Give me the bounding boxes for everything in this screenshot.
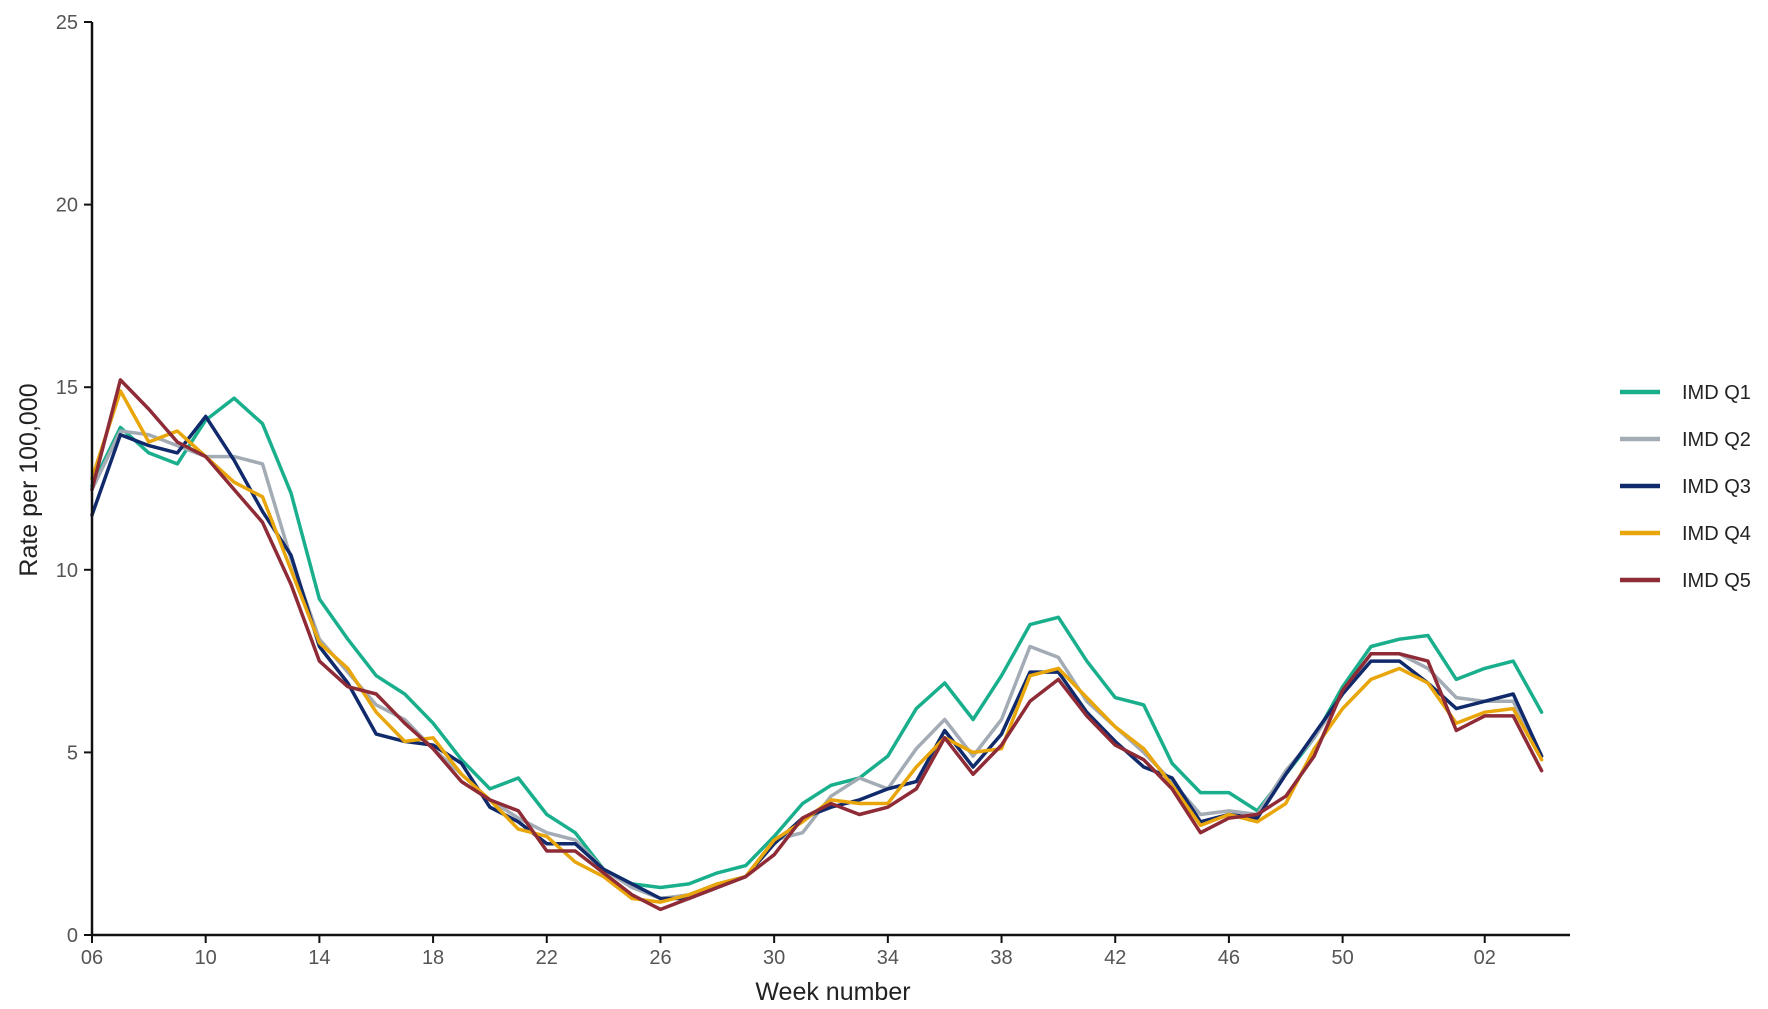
- x-tick-label: 10: [195, 947, 217, 969]
- series-line-imd-q2: [90, 429, 1544, 901]
- x-tick-label: 30: [763, 947, 785, 969]
- axes: 0 5 10 15 20 25 06 10 14 18 22 26 30 34 38 42 46 50 02: [56, 12, 1570, 969]
- y-tick-label: 20: [56, 195, 78, 217]
- y-tick-label: 0: [67, 925, 78, 947]
- x-tick-label: 06: [81, 947, 103, 969]
- legend-label-imd-q1: IMD Q1: [1682, 382, 1751, 404]
- x-tick-label: 46: [1218, 947, 1240, 969]
- series-line-imd-q4: [90, 389, 1544, 904]
- y-tick-label: 15: [56, 377, 78, 399]
- x-tick-label: 50: [1331, 947, 1353, 969]
- legend: IMD Q1 IMD Q2 IMD Q3 IMD Q4 IMD Q5: [1620, 382, 1751, 592]
- legend-label-imd-q5: IMD Q5: [1682, 570, 1751, 592]
- series-line-imd-q5: [90, 378, 1544, 912]
- legend-label-imd-q2: IMD Q2: [1682, 429, 1751, 451]
- x-tick-label: 26: [649, 947, 671, 969]
- y-tick-label: 25: [56, 12, 78, 34]
- series-line-imd-q3: [90, 414, 1544, 901]
- y-tick-label: 10: [56, 560, 78, 582]
- x-tick-label: 42: [1104, 947, 1126, 969]
- x-tick-label: 18: [422, 947, 444, 969]
- x-tick-label: 34: [877, 947, 899, 969]
- legend-label-imd-q4: IMD Q4: [1682, 523, 1751, 545]
- x-tick-label: 02: [1474, 947, 1496, 969]
- y-axis-title: Rate per 100,000: [15, 383, 43, 576]
- x-tick-label: 38: [990, 947, 1012, 969]
- x-axis-title: Week number: [755, 978, 910, 1006]
- x-tick-label: 22: [536, 947, 558, 969]
- x-tick-label: 14: [308, 947, 330, 969]
- legend-label-imd-q3: IMD Q3: [1682, 476, 1751, 498]
- y-tick-label: 5: [67, 742, 78, 764]
- series-layer: [90, 378, 1544, 912]
